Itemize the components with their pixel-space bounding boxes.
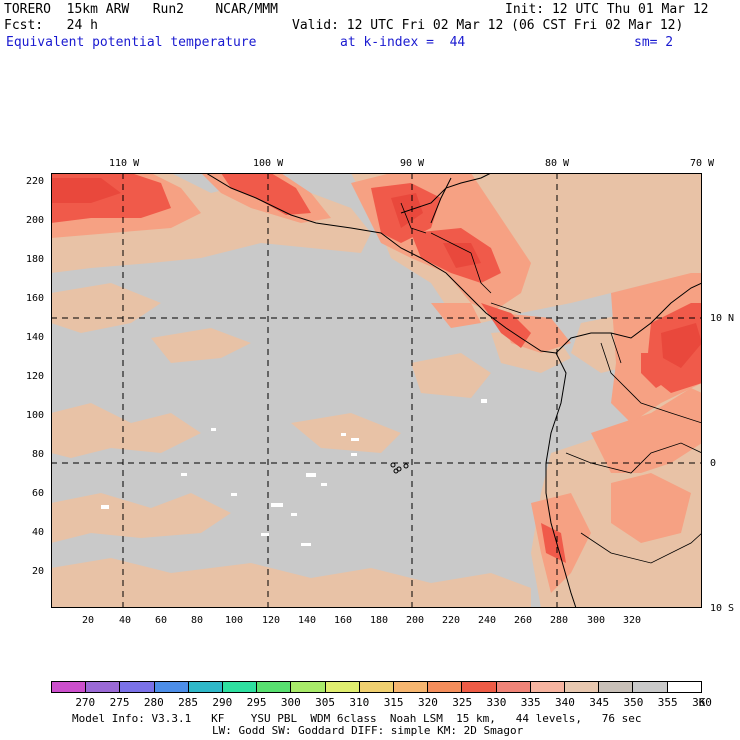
lon-label-100w: 100 W: [253, 158, 284, 169]
colorbar-swatch: [52, 682, 87, 692]
y-tick: 200: [26, 215, 45, 226]
x-tick: 320: [623, 615, 642, 626]
smoothing-label: sm= 2: [634, 35, 674, 50]
colorbar-swatch: [599, 682, 634, 692]
x-tick: 180: [370, 615, 389, 626]
colorbar-label: 335: [520, 696, 541, 709]
colorbar-label: 270: [75, 696, 96, 709]
colorbar-swatch: [120, 682, 155, 692]
y-tick: 220: [26, 176, 45, 187]
y-tick: 120: [26, 371, 45, 382]
x-tick: 220: [442, 615, 461, 626]
coastlines: [205, 173, 702, 608]
colorbar-label: 310: [349, 696, 370, 709]
lon-label-80w: 80 W: [545, 158, 570, 169]
colorbar-swatch: [257, 682, 292, 692]
x-tick: 40: [119, 615, 132, 626]
colorbar-swatch: [565, 682, 600, 692]
y-tick: 100: [26, 410, 45, 421]
level-label: at k-index = 44: [340, 35, 466, 50]
colorbar-label: 330: [486, 696, 507, 709]
y-tick: 80: [32, 449, 45, 460]
lat-label-10n: 10 N: [710, 313, 735, 324]
colorbar-label: 290: [212, 696, 233, 709]
colorbar: [51, 681, 702, 693]
field-title: Equivalent potential temperature: [6, 35, 257, 50]
y-tick: 40: [32, 527, 45, 538]
x-tick: 160: [334, 615, 353, 626]
header-run-info: TORERO 15km ARW Run2 NCAR/MMM: [4, 2, 278, 17]
x-tick: 100: [225, 615, 244, 626]
lon-label-110w: 110 W: [109, 158, 140, 169]
header-valid-time: Valid: 12 UTC Fri 02 Mar 12 (06 CST Fri …: [292, 18, 684, 33]
model-info-line1: Model Info: V3.3.1 KF YSU PBL WDM 6class…: [72, 712, 642, 725]
colorbar-label: 315: [383, 696, 404, 709]
colorbar-label: 285: [178, 696, 198, 709]
colorbar-swatch: [154, 682, 189, 692]
deep-red-shading: [51, 178, 702, 368]
colorbar-swatch: [667, 682, 701, 692]
colorbar-label: 325: [452, 696, 473, 709]
header-forecast-hour: Fcst: 24 h: [4, 18, 98, 33]
colorbar-swatch: [359, 682, 395, 692]
header-init-time: Init: 12 UTC Thu 01 Mar 12: [505, 2, 709, 17]
y-tick: 180: [26, 254, 45, 265]
colorbar-swatch: [291, 682, 326, 692]
colorbar-swatch: [462, 682, 497, 692]
x-tick: 140: [298, 615, 317, 626]
y-tick: 20: [32, 566, 45, 577]
map-frame: [51, 173, 702, 608]
colorbar-label: 345: [589, 696, 610, 709]
x-tick: 280: [550, 615, 569, 626]
lat-label-0: 0: [710, 458, 717, 469]
colorbar-swatch: [633, 682, 668, 692]
colorbar-label: 355: [657, 696, 678, 709]
colorbar-label: 340: [555, 696, 575, 709]
theta-e-field: [51, 173, 702, 608]
y-tick: 160: [26, 293, 45, 304]
colorbar-swatch: [188, 682, 224, 692]
colorbar-label: 350: [623, 696, 644, 709]
country-borders: [400, 202, 702, 564]
colorbar-swatch: [86, 682, 121, 692]
y-tick: 60: [32, 488, 45, 499]
x-tick: 300: [587, 615, 606, 626]
colorbar-label: 300: [280, 696, 301, 709]
x-tick: 200: [406, 615, 425, 626]
lon-label-70w: 70 W: [690, 158, 715, 169]
x-tick: 80: [191, 615, 204, 626]
lat-label-10s: 10 S: [710, 603, 735, 614]
colorbar-swatch: [223, 682, 258, 692]
colorbar-label: 360: [692, 696, 712, 709]
x-tick: 20: [82, 615, 95, 626]
y-tick: 140: [26, 332, 45, 343]
model-info-line2: LW: Godd SW: Goddard DIFF: simple KM: 2D…: [212, 724, 524, 737]
lon-label-90w: 90 W: [400, 158, 425, 169]
colorbar-label: 280: [143, 696, 164, 709]
colorbar-label: K: [698, 696, 706, 709]
colorbar-swatch: [428, 682, 463, 692]
x-tick: 60: [155, 615, 168, 626]
map-panel: [51, 173, 702, 608]
colorbar-label: 275: [109, 696, 130, 709]
colorbar-label: 320: [417, 696, 438, 709]
colorbar-swatch: [496, 682, 531, 692]
colorbar-swatch: [530, 682, 566, 692]
x-tick: 240: [478, 615, 497, 626]
colorbar-label: 295: [246, 696, 267, 709]
colorbar-swatch: [325, 682, 360, 692]
colorbar-label: 305: [315, 696, 336, 709]
lat-lon-grid: [51, 173, 702, 608]
colorbar-swatch: [394, 682, 429, 692]
x-tick: 120: [262, 615, 281, 626]
white-speckles: [101, 399, 487, 546]
x-tick: 260: [514, 615, 533, 626]
